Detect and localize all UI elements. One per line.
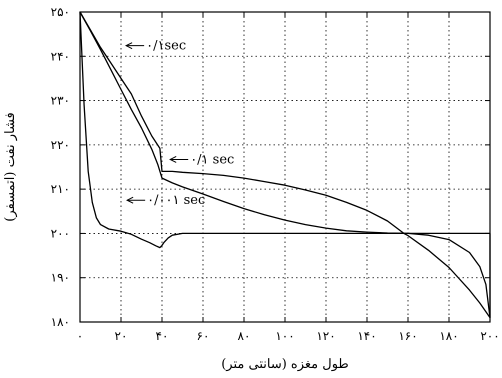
y-axis-tick-labels: ۱۸۰ ۱۹۰ ۲۰۰ ۲۱۰ ۲۲۰ ۲۳۰ ۲۴۰ ۲۵۰ — [51, 5, 70, 329]
y-tick-label: ۱۹۰ — [51, 271, 70, 285]
y-axis-title: فشار نفت (اتمسفر) — [3, 112, 18, 222]
annotation-label: ۰/۰۰۱ sec — [147, 193, 205, 208]
x-tick-label: ۱۶۰ — [398, 329, 417, 343]
series-line-3 — [79, 11, 491, 319]
y-tick-label: ۲۴۰ — [51, 49, 70, 63]
x-axis-title: طول مغزه (سانتی متر) — [221, 357, 349, 372]
y-tick-label: ۲۵۰ — [51, 5, 70, 19]
x-tick-label: ۸۰ — [238, 329, 251, 343]
x-tick-label: ۱۰۰ — [275, 329, 294, 343]
x-tick-label: ۱۸۰ — [439, 329, 458, 343]
annotation-arrowhead — [169, 156, 177, 163]
x-tick-label: ۱۲۰ — [316, 329, 335, 343]
y-tick-label: ۲۳۰ — [51, 94, 70, 108]
y-tick-label: ۲۱۰ — [51, 182, 70, 196]
x-tick-label: ۱۴۰ — [357, 329, 376, 343]
plot-area: ۰/۱sec ۰/۱ sec ۰/۰۰۱ sec — [79, 11, 491, 323]
y-tick-label: ۲۲۰ — [51, 138, 70, 152]
annotation-label: ۰/۱sec — [146, 39, 186, 54]
series-line-2 — [79, 11, 491, 318]
annotation-arrowhead — [125, 42, 133, 50]
grid-lines — [80, 12, 490, 322]
annotation-arrowhead — [126, 196, 134, 204]
x-tick-label: ۲۰۰ — [480, 329, 499, 343]
axis-ticks — [79, 11, 491, 323]
plot-frame — [79, 11, 491, 323]
x-axis-tick-labels: ۰ ۲۰ ۴۰ ۶۰ ۸۰ ۱۰۰ ۱۲۰ ۱۴۰ ۱۶۰ ۱۸۰ ۲۰۰ — [77, 329, 500, 343]
x-tick-label: ۴۰ — [156, 329, 169, 343]
x-tick-label: ۶۰ — [197, 329, 210, 343]
series-lines — [79, 11, 491, 319]
x-tick-label: ۲۰ — [115, 329, 128, 343]
series-line-1 — [79, 11, 490, 249]
x-tick-label: ۰ — [77, 329, 83, 343]
annotations: ۰/۱sec ۰/۱ sec ۰/۰۰۱ sec — [125, 39, 234, 208]
y-tick-label: ۱۸۰ — [51, 315, 70, 329]
y-tick-label: ۲۰۰ — [51, 226, 70, 240]
annotation-label: ۰/۱ sec — [190, 152, 234, 167]
